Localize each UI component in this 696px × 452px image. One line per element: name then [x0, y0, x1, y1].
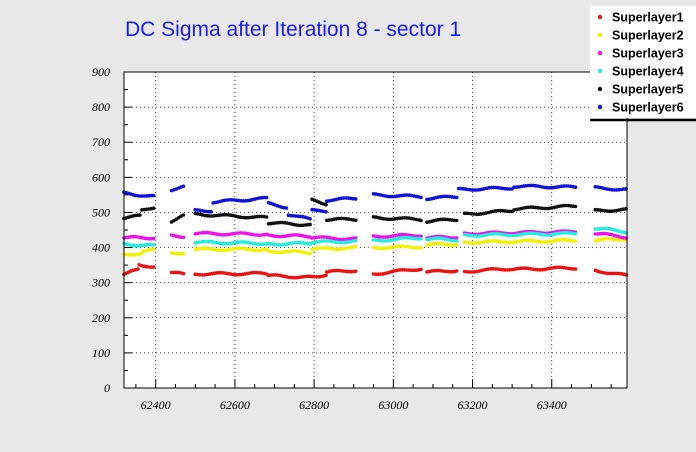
- data-point: [353, 236, 358, 240]
- data-point: [353, 244, 358, 249]
- data-point: [151, 206, 156, 210]
- legend-entry-label: Superlayer5: [612, 83, 684, 97]
- y-axis: 0 100 200 300 400 500 600 700 800 900: [91, 65, 132, 395]
- data-point: [284, 206, 289, 210]
- data-point: [573, 204, 578, 209]
- y-tick-label: 0: [104, 381, 110, 395]
- legend-marker: [597, 14, 603, 20]
- data-point: [181, 271, 186, 276]
- x-tick-label: 62600: [220, 398, 250, 412]
- data-point: [419, 267, 423, 272]
- data-point: [151, 236, 156, 241]
- data-point: [454, 218, 459, 223]
- data-point: [136, 267, 140, 271]
- data-point: [324, 202, 328, 207]
- data-point: [353, 197, 358, 201]
- legend-entry-label: Superlayer3: [612, 47, 684, 61]
- y-tick-label: 700: [92, 135, 110, 149]
- data-point: [264, 195, 269, 200]
- data-point: [151, 247, 156, 252]
- chart-title: DC Sigma after Iteration 8 - sector 1: [125, 18, 461, 41]
- data-point: [353, 218, 358, 223]
- legend-entry-label: Superlayer2: [612, 29, 684, 43]
- data-point: [454, 243, 459, 247]
- plot-area: [124, 72, 627, 388]
- data-point: [308, 251, 312, 256]
- y-tick-label: 900: [92, 65, 110, 79]
- data-point: [573, 232, 578, 236]
- data-point: [151, 193, 156, 198]
- legend-entry-label: Superlayer4: [612, 65, 684, 79]
- data-point: [454, 239, 459, 243]
- data-point: [140, 251, 144, 256]
- y-tick-label: 200: [92, 311, 110, 325]
- legend-marker: [597, 104, 603, 110]
- y-tick-label: 400: [92, 241, 110, 255]
- data-point: [419, 246, 423, 250]
- data-point: [308, 222, 312, 227]
- x-tick-label: 63000: [378, 398, 408, 412]
- data-point: [324, 209, 328, 214]
- y-tick-label: 300: [91, 276, 110, 290]
- data-point: [454, 269, 459, 273]
- legend-marker: [597, 32, 603, 38]
- data-points: [122, 183, 628, 280]
- data-point: [181, 213, 186, 217]
- data-point: [324, 273, 328, 278]
- y-tick-label: 600: [92, 170, 110, 184]
- data-point: [573, 239, 578, 244]
- data-point: [419, 237, 423, 241]
- legend-marker: [597, 86, 603, 92]
- x-tick-label: 63200: [458, 398, 488, 412]
- data-point: [151, 243, 156, 247]
- legend: Superlayer1 Superlayer2 Superlayer3 Superla…: [590, 6, 696, 122]
- data-point: [181, 235, 186, 240]
- x-tick-label: 62800: [299, 398, 329, 412]
- data-point: [264, 215, 269, 219]
- data-point: [573, 267, 578, 271]
- legend-entry-label: Superlayer6: [612, 101, 684, 115]
- data-point: [419, 195, 423, 200]
- data-point: [353, 238, 358, 243]
- x-axis: 62400 62600 62800 63000 63200 63400: [135, 379, 612, 412]
- data-point: [419, 234, 423, 239]
- x-tick-label: 63400: [537, 398, 567, 412]
- legend-entry-label: Superlayer1: [612, 11, 684, 25]
- legend-marker: [597, 50, 603, 56]
- y-tick-label: 100: [92, 346, 110, 360]
- data-point: [322, 239, 327, 243]
- data-point: [454, 236, 459, 240]
- data-point: [353, 269, 358, 274]
- data-point: [419, 218, 423, 223]
- data-point: [573, 185, 578, 189]
- data-point: [181, 184, 186, 189]
- legend-box: [590, 6, 696, 118]
- data-point: [209, 209, 213, 214]
- y-tick-label: 800: [92, 100, 110, 114]
- y-tick-label: 500: [92, 205, 110, 219]
- data-point: [138, 213, 142, 217]
- legend-marker: [597, 68, 603, 74]
- x-tick-label: 62400: [141, 398, 171, 412]
- data-point: [181, 251, 186, 256]
- data-point: [151, 265, 156, 269]
- data-point: [308, 217, 312, 221]
- data-point: [454, 195, 459, 200]
- grid-lines: [124, 72, 627, 388]
